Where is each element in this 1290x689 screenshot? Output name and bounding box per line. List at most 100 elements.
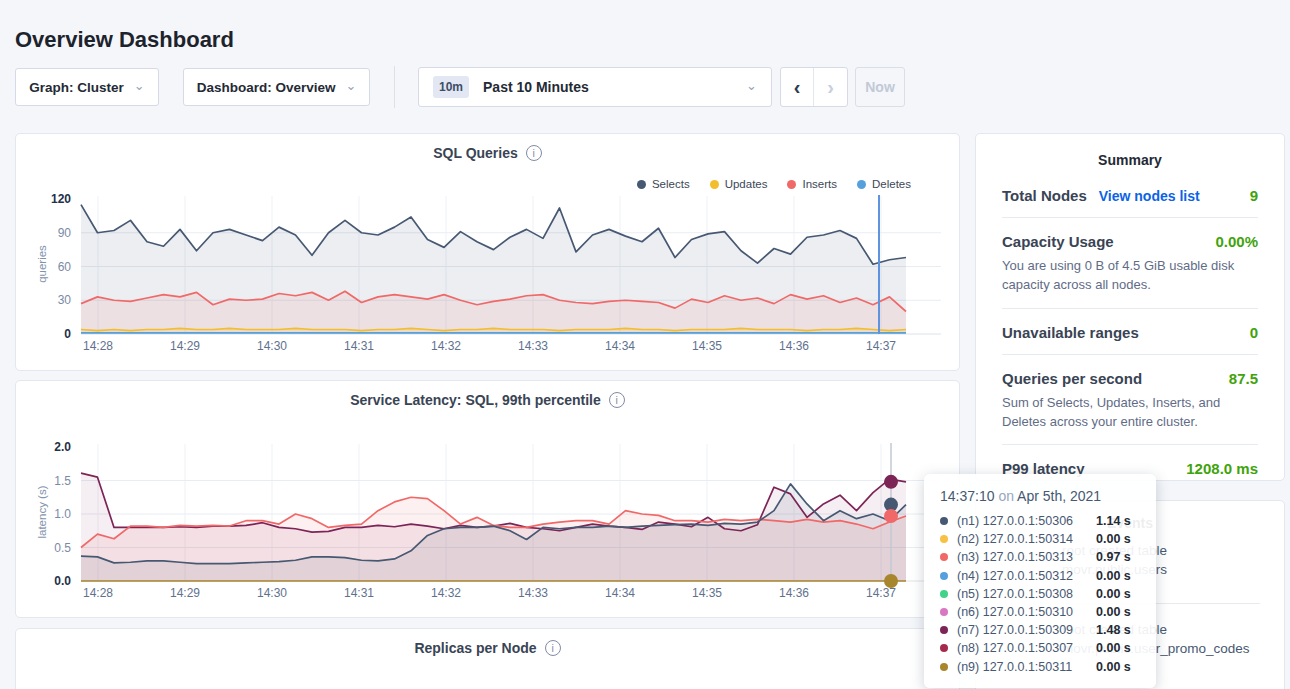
series-dot-icon xyxy=(940,572,948,580)
summary-panel: Summary Total Nodes View nodes list 9 Ca… xyxy=(975,133,1285,481)
svg-text:14:34: 14:34 xyxy=(605,586,635,600)
summary-row-label: Capacity Usage xyxy=(1002,233,1114,250)
svg-text:2.0: 2.0 xyxy=(54,440,71,454)
summary-row-value: 0 xyxy=(1250,324,1258,341)
tooltip-node-label: (n3) 127.0.0.1:50313 xyxy=(957,550,1090,564)
svg-text:14:33: 14:33 xyxy=(518,339,548,353)
svg-text:14:37: 14:37 xyxy=(866,586,896,600)
svg-text:60: 60 xyxy=(58,260,72,274)
time-range-picker[interactable]: 10m Past 10 Minutes ⌄ xyxy=(418,67,772,107)
replicas-per-node-title: Replicas per Node i xyxy=(16,640,959,656)
tooltip-node-value: 1.14 s xyxy=(1096,514,1131,528)
svg-text:1.0: 1.0 xyxy=(54,507,71,521)
svg-text:14:32: 14:32 xyxy=(431,586,461,600)
dashboard-dropdown[interactable]: Dashboard: Overview ⌄ xyxy=(183,68,370,106)
svg-text:0: 0 xyxy=(64,327,71,341)
summary-row: Total Nodes View nodes list 9 xyxy=(1002,172,1258,218)
series-dot-icon xyxy=(940,608,948,616)
tooltip-row: (n2) 127.0.0.1:50314 0.00 s xyxy=(940,530,1140,548)
tooltip-node-value: 0.00 s xyxy=(1096,605,1131,619)
sql-queries-card: SQL Queries i Selects Updates Inserts De… xyxy=(15,133,960,371)
now-button[interactable]: Now xyxy=(855,67,905,107)
svg-text:14:31: 14:31 xyxy=(344,339,374,353)
sql-queries-chart-plot[interactable]: 14:2814:2914:3014:3114:3214:3314:3414:35… xyxy=(16,134,961,362)
tooltip-node-label: (n7) 127.0.0.1:50309 xyxy=(957,623,1090,637)
summary-row-label: Total Nodes xyxy=(1002,187,1087,204)
summary-row-value: 1208.0 ms xyxy=(1186,460,1258,477)
chevron-down-icon: ⌄ xyxy=(746,79,757,92)
tooltip-node-label: (n5) 127.0.0.1:50308 xyxy=(957,587,1090,601)
svg-text:0.0: 0.0 xyxy=(54,574,71,588)
svg-text:14:28: 14:28 xyxy=(83,339,113,353)
svg-text:30: 30 xyxy=(58,293,72,307)
info-icon[interactable]: i xyxy=(545,640,561,656)
tooltip-node-label: (n8) 127.0.0.1:50307 xyxy=(957,641,1090,655)
svg-text:14:36: 14:36 xyxy=(779,586,809,600)
svg-text:14:35: 14:35 xyxy=(692,586,722,600)
svg-text:14:33: 14:33 xyxy=(518,586,548,600)
tooltip-row: (n8) 127.0.0.1:50307 0.00 s xyxy=(940,639,1140,657)
svg-text:14:29: 14:29 xyxy=(170,339,200,353)
tooltip-node-label: (n9) 127.0.0.1:50311 xyxy=(957,660,1090,674)
summary-title: Summary xyxy=(976,152,1284,168)
series-dot-icon xyxy=(940,663,948,671)
series-dot-icon xyxy=(940,644,948,652)
tooltip-node-value: 0.00 s xyxy=(1096,660,1131,674)
chart-hover-tooltip: 14:37:10 on Apr 5th, 2021 (n1) 127.0.0.1… xyxy=(924,474,1156,688)
svg-text:14:31: 14:31 xyxy=(344,586,374,600)
summary-row-value: 9 xyxy=(1250,187,1258,204)
chevron-down-icon: ⌄ xyxy=(345,79,356,92)
next-range-button[interactable]: › xyxy=(814,68,847,106)
tooltip-row: (n9) 127.0.0.1:50311 0.00 s xyxy=(940,658,1140,676)
svg-text:14:35: 14:35 xyxy=(692,339,722,353)
summary-row: Capacity Usage 0.00% You are using 0 B o… xyxy=(1002,218,1258,309)
summary-row-description: Sum of Selects, Updates, Inserts, and De… xyxy=(1002,394,1258,432)
chevron-down-icon: ⌄ xyxy=(134,79,145,92)
tooltip-node-value: 1.48 s xyxy=(1096,623,1131,637)
tooltip-node-label: (n6) 127.0.0.1:50310 xyxy=(957,605,1090,619)
prev-range-button[interactable]: ‹ xyxy=(781,68,814,106)
summary-row: Queries per second 87.5 Sum of Selects, … xyxy=(1002,355,1258,446)
tooltip-row: (n7) 127.0.0.1:50309 1.48 s xyxy=(940,621,1140,639)
svg-text:14:37: 14:37 xyxy=(866,339,896,353)
toolbar-divider xyxy=(394,66,395,108)
tooltip-timestamp: 14:37:10 on Apr 5th, 2021 xyxy=(940,488,1140,504)
svg-text:1.5: 1.5 xyxy=(54,474,71,488)
summary-row-description: You are using 0 B of 4.5 GiB usable disk… xyxy=(1002,257,1258,295)
tooltip-rows: (n1) 127.0.0.1:50306 1.14 s (n2) 127.0.0… xyxy=(940,512,1140,676)
svg-text:0.5: 0.5 xyxy=(54,541,71,555)
summary-row: Unavailable ranges 0 xyxy=(1002,309,1258,355)
svg-text:14:34: 14:34 xyxy=(605,339,635,353)
tooltip-row: (n5) 127.0.0.1:50308 0.00 s xyxy=(940,585,1140,603)
tooltip-node-label: (n4) 127.0.0.1:50312 xyxy=(957,569,1090,583)
tooltip-node-label: (n1) 127.0.0.1:50306 xyxy=(957,514,1090,528)
tooltip-row: (n6) 127.0.0.1:50310 0.00 s xyxy=(940,603,1140,621)
svg-text:14:30: 14:30 xyxy=(257,586,287,600)
service-latency-chart-plot[interactable]: 14:28 14:29 14:30 14:31 14:32 14:33 14:34 14:35… xyxy=(16,381,961,609)
svg-text:90: 90 xyxy=(58,226,72,240)
svg-text:14:28: 14:28 xyxy=(83,586,113,600)
tooltip-node-label: (n2) 127.0.0.1:50314 xyxy=(957,532,1090,546)
series-dot-icon xyxy=(940,535,948,543)
tooltip-node-value: 0.00 s xyxy=(1096,532,1131,546)
tooltip-row: (n4) 127.0.0.1:50312 0.00 s xyxy=(940,567,1140,585)
time-range-label: Past 10 Minutes xyxy=(483,79,746,95)
view-nodes-link[interactable]: View nodes list xyxy=(1099,188,1200,204)
service-latency-card: Service Latency: SQL, 99th percentile i … xyxy=(15,380,960,618)
replicas-per-node-card: Replicas per Node i xyxy=(15,628,960,689)
svg-text:14:29: 14:29 xyxy=(170,586,200,600)
summary-row-label: Queries per second xyxy=(1002,370,1142,387)
svg-text:14:36: 14:36 xyxy=(779,339,809,353)
svg-text:14:30: 14:30 xyxy=(257,339,287,353)
summary-row-value: 87.5 xyxy=(1229,370,1258,387)
tooltip-row: (n1) 127.0.0.1:50306 1.14 s xyxy=(940,512,1140,530)
dashboard-dropdown-label: Dashboard: Overview xyxy=(197,80,336,95)
series-dot-icon xyxy=(940,517,948,525)
tooltip-node-value: 0.00 s xyxy=(1096,587,1131,601)
summary-row-label: Unavailable ranges xyxy=(1002,324,1139,341)
graph-dropdown[interactable]: Graph: Cluster ⌄ xyxy=(15,68,159,106)
tooltip-row: (n3) 127.0.0.1:50313 0.97 s xyxy=(940,548,1140,566)
graph-dropdown-label: Graph: Cluster xyxy=(29,80,124,95)
tooltip-node-value: 0.97 s xyxy=(1096,550,1131,564)
page-title: Overview Dashboard xyxy=(15,27,234,53)
